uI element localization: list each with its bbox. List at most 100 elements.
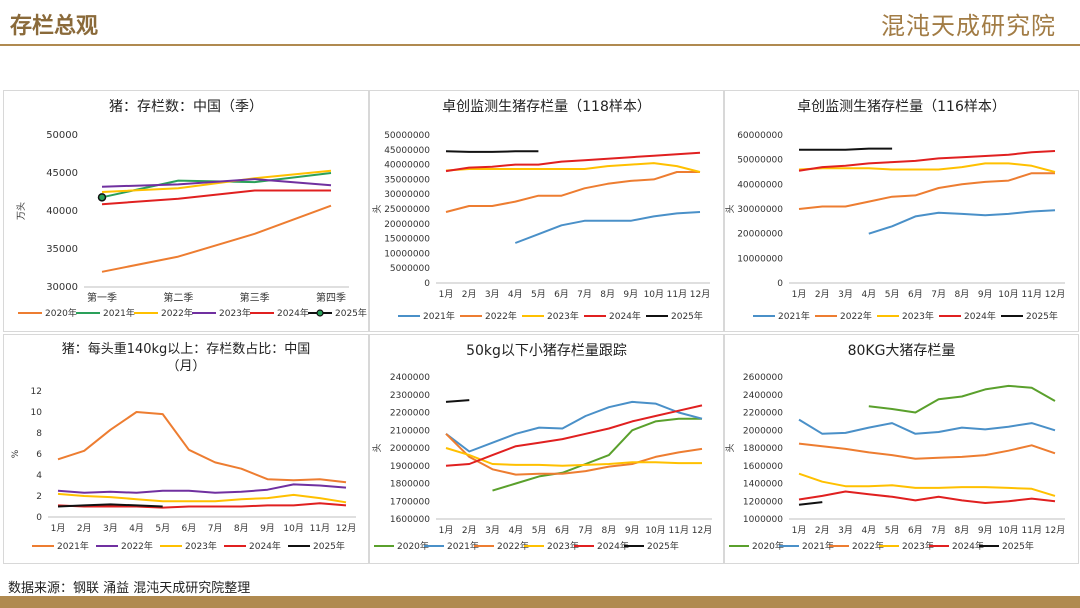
page-title: 存栏总观 (10, 13, 99, 39)
x-tick-label: 12月 (336, 523, 356, 534)
series-line (492, 417, 702, 492)
chart-panel-140kg-share: 猪：每头重140kg以上：存栏数占比：中国 （月） 0 2 4 6 8 10 12% 1月 2月 3月… (3, 334, 369, 564)
y-tick-label: 12 (31, 387, 42, 397)
series-line (57, 411, 347, 484)
x-tick-label: 9月 (260, 523, 275, 534)
x-tick-label: 5月 (885, 525, 900, 536)
series-line (57, 483, 347, 494)
x-tick-label: 2月 (77, 523, 92, 534)
series-line (445, 162, 701, 173)
y-axis-label: 头 (372, 204, 383, 213)
series-line (101, 204, 332, 273)
x-tick-label: 1月 (792, 289, 807, 300)
x-tick-label: 3月 (485, 525, 500, 536)
x-tick-label: 2月 (815, 289, 830, 300)
legend-label: 2024年 (952, 540, 984, 552)
legend-label: 2020年 (45, 307, 77, 319)
legend-label: 2022年 (161, 307, 193, 319)
x-tick-label: 4月 (861, 289, 876, 300)
y-tick-label: 5000000 (390, 264, 430, 274)
chart-panel-118-sample: 卓创监测生猪存栏量（118样本） 0 5000000 10000000 15000000… (369, 90, 724, 332)
legend-label: 2024年 (964, 310, 996, 322)
chart-panel-116-sample: 卓创监测生猪存栏量（116样本） 0 10000000 20000000 3000000… (724, 90, 1079, 332)
legend-label: 2024年 (249, 540, 281, 552)
series-line (798, 418, 1056, 435)
series-line (57, 492, 347, 504)
legend-label: 2021年 (447, 540, 479, 552)
y-tick-label: 10000000 (737, 254, 783, 264)
series-line (798, 501, 823, 506)
x-tick-label: 8月 (955, 525, 970, 536)
x-tick-label: 6月 (908, 525, 923, 536)
x-tick-label: 9月 (625, 525, 640, 536)
y-tick-label: 50000000 (737, 156, 783, 166)
y-tick-label: 0 (424, 279, 430, 289)
y-tick-label: 40000000 (737, 180, 783, 190)
x-tick-label: 4月 (508, 525, 523, 536)
x-tick-label: 10月 (998, 289, 1018, 300)
x-tick-label: 8月 (234, 523, 249, 534)
legend-label: 2021年 (103, 307, 135, 319)
y-tick-label: 35000000 (384, 175, 430, 185)
series-line (798, 162, 1056, 173)
x-tick-label: 6月 (555, 525, 570, 536)
chart-svg: 80KG大猪存栏量 1000000 1200000 1400000 1600000 180… (725, 343, 1065, 552)
y-tick-label: 2300000 (390, 391, 430, 401)
y-tick-label: 1700000 (390, 497, 430, 507)
y-tick-label: 1000000 (743, 515, 783, 525)
y-axis-label: 头 (725, 443, 736, 452)
y-tick-label: 2200000 (390, 409, 430, 419)
x-tick-label: 11月 (1022, 525, 1042, 536)
legend-label: 2024年 (597, 540, 629, 552)
series-line (445, 400, 703, 453)
x-tick-label: 8月 (955, 289, 970, 300)
y-tick-label: 20000000 (384, 220, 430, 230)
y-tick-label: 1600000 (390, 515, 430, 525)
x-tick-label: 10月 (644, 289, 664, 300)
series-line (868, 209, 1056, 235)
series-line (101, 169, 332, 193)
series-line (798, 150, 1056, 172)
y-tick-label: 8 (36, 429, 42, 439)
legend-label: 2023年 (185, 540, 217, 552)
y-tick-label: 0 (777, 279, 783, 289)
x-tick-label: 8月 (602, 525, 617, 536)
y-tick-label: 2400000 (390, 373, 430, 383)
x-tick-label: 8月 (600, 289, 615, 300)
x-tick-label: 11月 (667, 289, 687, 300)
legend-label: 2024年 (609, 310, 641, 322)
x-tick-label: 2月 (462, 289, 477, 300)
y-tick-label: 45000000 (384, 146, 430, 156)
legend-label: 2025年 (313, 540, 345, 552)
x-tick-label: 1月 (51, 523, 66, 534)
series-line (445, 151, 701, 173)
chart-title: （月） (166, 359, 205, 374)
x-tick-label: 10月 (645, 525, 665, 536)
chart-svg: 卓创监测生猪存栏量（118样本） 0 5000000 10000000 15000000… (372, 99, 710, 322)
x-tick-label: 10月 (283, 523, 303, 534)
chart-panel-hog-80kg: 80KG大猪存栏量 1000000 1200000 1400000 1600000 180… (724, 334, 1079, 564)
x-tick-label: 7月 (578, 525, 593, 536)
header-divider (0, 44, 1080, 46)
y-tick-label: 10 (31, 408, 43, 418)
x-tick-label: 11月 (310, 523, 330, 534)
x-tick-label: 第三季 (240, 291, 270, 304)
x-tick-label: 12月 (1045, 525, 1065, 536)
series-line (445, 171, 700, 213)
y-tick-label: 25000000 (384, 205, 430, 215)
y-tick-label: 50000 (46, 130, 78, 141)
x-tick-label: 3月 (838, 289, 853, 300)
x-tick-label: 12月 (1045, 289, 1065, 300)
series-line (798, 172, 1055, 210)
y-tick-label: 40000 (46, 206, 78, 217)
y-tick-label: 2400000 (743, 391, 783, 401)
y-tick-label: 2000000 (743, 426, 783, 436)
series-line (445, 404, 703, 467)
series-line (445, 433, 703, 476)
x-tick-label: 第四季 (316, 291, 346, 304)
x-tick-label: 2月 (815, 525, 830, 536)
chart-panel-piglet-under-50kg: 50kg以下小猪存栏量跟踪 1600000 1700000 1800000 190000… (369, 334, 724, 564)
series-line (445, 399, 470, 403)
x-tick-label: 4月 (861, 525, 876, 536)
legend-label: 2020年 (397, 540, 429, 552)
